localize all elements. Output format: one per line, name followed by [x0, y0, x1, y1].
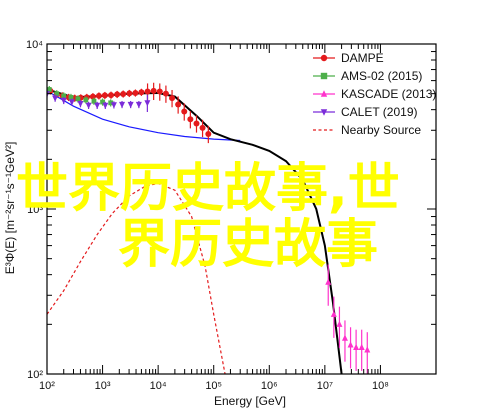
series-calet-2019	[47, 90, 151, 112]
series-calet-2019-point-6	[77, 101, 84, 108]
legend-marker-kascade-2013	[320, 90, 328, 97]
x-tick-label-7: 10⁷	[317, 380, 333, 392]
series-ams-02-2015-point-11	[108, 100, 114, 106]
series-calet-2019-point-10	[110, 102, 117, 109]
x-tick-label-2: 10²	[39, 380, 55, 392]
x-axis-label: Energy [GeV]	[214, 394, 286, 408]
series-nearby-source-line	[47, 182, 226, 374]
watermark-line-1: 世界历史故事,世	[16, 159, 400, 219]
y-axis-label: E³Φ(E) [m⁻²sr⁻¹s⁻¹GeV²]	[3, 142, 17, 275]
series-kascade-2013-point-4	[347, 341, 354, 348]
series-dampe-point-18	[138, 89, 145, 96]
series-dampe-point-19	[144, 88, 151, 95]
series-dampe-point-24	[175, 101, 182, 108]
series-dampe-point-25	[181, 108, 188, 115]
plot-area	[47, 82, 371, 374]
series-kascade-2013-point-3	[341, 334, 348, 341]
series-calet-2019-point-5	[68, 99, 75, 106]
series-ams-02-2015-point-3	[47, 87, 52, 92]
legend: DAMPE AMS-02 (2015) KASCADE (2013) CALET (2…	[313, 51, 436, 137]
series-dampe-point-15	[120, 90, 127, 97]
series-ams-02-2015-point-7	[75, 96, 81, 102]
series-dampe-point-22	[162, 90, 169, 97]
series-dampe-point-21	[156, 88, 163, 95]
series-ams-02-2015-point-8	[83, 97, 89, 103]
series-dampe-point-20	[150, 87, 157, 94]
series-kascade-2013	[325, 264, 371, 374]
x-tick-label-8: 10⁸	[372, 380, 389, 392]
x-tick-label-5: 10⁵	[205, 380, 222, 392]
legend-label-calet-2019: CALET (2019)	[341, 105, 417, 119]
series-calet-2019-point-2	[47, 91, 50, 98]
series-kascade-2013-point-5	[353, 343, 360, 350]
series-kascade-2013-point-6	[358, 343, 365, 350]
legend-label-dampe: DAMPE	[341, 51, 384, 65]
series-ams-02-2015-point-5	[61, 93, 67, 99]
series-dampe-point-14	[114, 91, 121, 98]
series-dampe-point-29	[205, 130, 212, 137]
series-calet-2019-point-11	[119, 101, 126, 109]
series-dampe-point-10	[89, 93, 96, 100]
legend-marker-calet-2019	[320, 109, 328, 116]
plot-clipped-group	[47, 82, 371, 374]
series-dampe-point-12	[101, 92, 108, 99]
legend-marker-ams-02-2015	[320, 72, 328, 80]
series-ams-02-2015-point-4	[54, 91, 60, 97]
watermark-line-2: 界历史故事	[118, 215, 378, 275]
legend-label-ams-02-2015: AMS-02 (2015)	[341, 69, 422, 83]
axes: 10² 10³ 10⁴ 10⁵ 10⁶ 10⁷ 10⁸ 10² 10³ 10⁴	[26, 39, 437, 392]
y-tick-label-3: 10³	[27, 204, 43, 216]
series-dampe-point-16	[126, 90, 133, 97]
series-ams-02-2015-point-6	[68, 94, 74, 100]
series-kascade-2013-point-0	[325, 278, 332, 285]
x-tick-label-4: 10⁴	[150, 380, 167, 392]
legend-label-nearby-source: Nearby Source	[341, 123, 421, 137]
series-kascade-2013-point-1	[330, 310, 337, 317]
series-dampe-point-13	[108, 92, 115, 99]
series-calet-2019-point-12	[127, 101, 134, 109]
series-ams-02-2015-point-9	[91, 98, 97, 104]
series-calet-2019-point-14	[144, 100, 151, 107]
series-calet-2019-point-4	[60, 97, 67, 105]
series-dampe-point-11	[95, 92, 102, 99]
series-kascade-2013-point-2	[336, 320, 343, 327]
series-ams-02-2015-point-10	[100, 99, 105, 105]
x-tick-label-3: 10³	[95, 380, 111, 392]
series-calet-2019-point-7	[85, 102, 92, 109]
series-dampe-point-17	[132, 89, 139, 96]
series-kascade-2013-point-7	[364, 346, 371, 353]
series-calet-2019-point-13	[135, 101, 142, 109]
legend-marker-dampe	[320, 54, 328, 62]
series-dampe-point-28	[199, 124, 206, 131]
series-dampe-point-26	[187, 116, 194, 123]
legend-label-kascade-2013: KASCADE (2013)	[341, 87, 436, 101]
series-calet-2019-point-3	[52, 95, 59, 102]
series-dampe-point-27	[193, 120, 200, 127]
y-tick-label-4: 10⁴	[26, 39, 43, 51]
x-tick-label-6: 10⁶	[261, 380, 278, 392]
series-dampe-point-23	[169, 95, 176, 102]
series-calet-2019-point-9	[102, 102, 109, 109]
y-tick-label-2: 10²	[27, 369, 43, 381]
series-calet-2019-point-8	[94, 102, 101, 109]
